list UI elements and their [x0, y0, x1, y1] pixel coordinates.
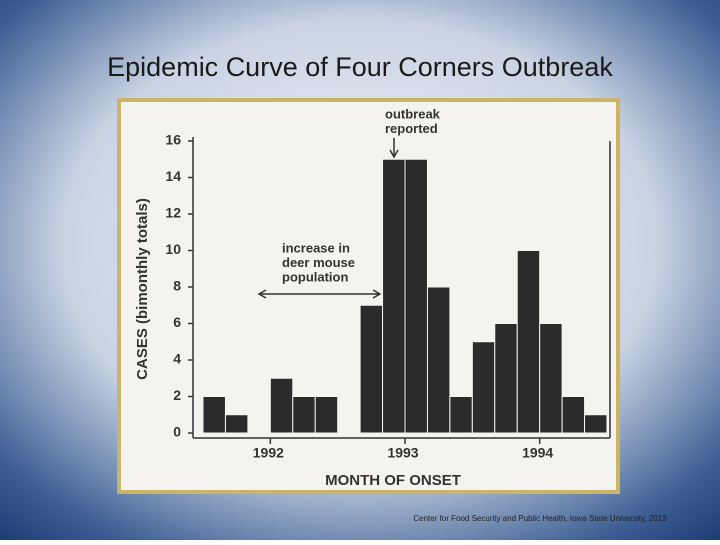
y-tick-label: 6: [173, 314, 181, 330]
bar: [584, 414, 608, 434]
x-tick-label: 1993: [387, 445, 418, 461]
x-tick-label: 1994: [522, 445, 553, 461]
y-tick-label: 12: [165, 205, 181, 221]
bar: [269, 377, 294, 434]
y-tick-label: 4: [173, 351, 181, 367]
plot: 0 2 4 6 8 10 12 14 16 CASES (bimonthly totals) MON…: [134, 106, 611, 489]
bar: [404, 158, 428, 434]
bar: [449, 396, 473, 434]
slide-title: Epidemic Curve of Four Corners Outbreak: [107, 52, 613, 82]
bar: [471, 341, 496, 434]
bar: [516, 250, 541, 434]
arrow: [257, 289, 382, 299]
bar: [539, 323, 563, 434]
footer: Center for Food Security and Public Heal…: [413, 514, 667, 523]
y-tick-label: 14: [165, 168, 181, 184]
annotation: deer mouse: [282, 255, 355, 270]
x-tick-label: 1992: [253, 445, 284, 461]
bar: [202, 396, 226, 434]
bar: [561, 396, 586, 434]
annotation: outbreak: [385, 106, 441, 121]
bar: [426, 286, 451, 434]
bar: [359, 304, 384, 434]
y-tick-label: 0: [173, 424, 181, 440]
bar: [382, 158, 406, 434]
y-tick-label: 10: [165, 241, 181, 257]
y-tick-label: 8: [173, 278, 181, 294]
arrow: [389, 138, 399, 159]
y-axis-label: CASES (bimonthly totals): [134, 198, 151, 380]
x-axis-label: MONTH OF ONSET: [325, 472, 461, 489]
bar: [224, 414, 249, 434]
y-tick-label: 2: [173, 387, 181, 403]
annotation: increase in: [282, 240, 350, 255]
bar: [494, 323, 518, 434]
y-tick-label: 16: [165, 132, 181, 148]
bar: [314, 396, 339, 434]
bar: [292, 396, 316, 434]
annotation: reported: [385, 121, 438, 136]
annotation: population: [282, 269, 348, 284]
